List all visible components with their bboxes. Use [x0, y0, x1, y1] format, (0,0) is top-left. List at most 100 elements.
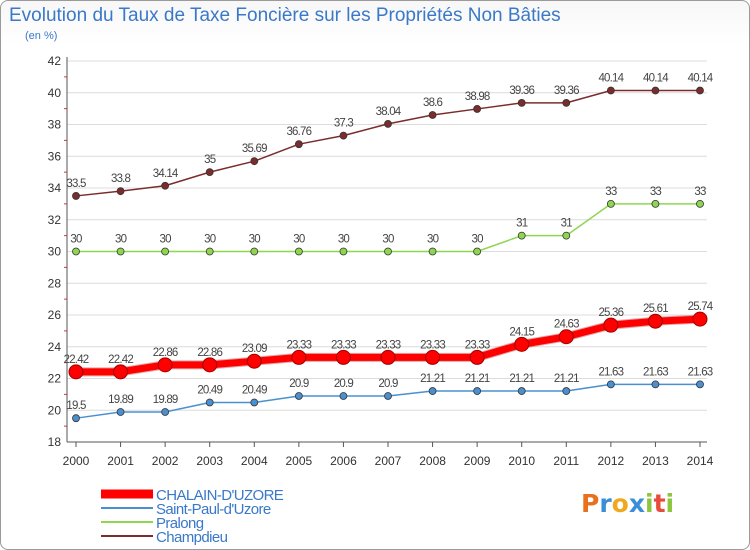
data-label: 33.8: [111, 173, 131, 185]
data-label: 30: [338, 234, 350, 246]
data-label: 21.63: [598, 366, 623, 378]
data-point: [562, 231, 571, 240]
data-point: [161, 181, 170, 190]
logo-letter: t: [653, 489, 666, 518]
data-label: 35: [204, 154, 216, 166]
data-label: 40.14: [598, 73, 624, 85]
data-point: [517, 99, 526, 107]
data-label: 25.36: [598, 307, 623, 319]
data-label: 35.69: [242, 143, 267, 155]
data-point: [696, 86, 704, 95]
data-point: [428, 111, 437, 119]
y-tick-label: 26: [48, 308, 62, 322]
data-point: [246, 353, 262, 369]
data-point: [651, 380, 660, 389]
x-tick-label: 2005: [286, 454, 313, 468]
data-label: 21.21: [554, 373, 579, 385]
data-point: [696, 199, 704, 208]
logo-letter: P: [581, 489, 600, 518]
legend-label: CHALAIN-D'UZORE: [156, 487, 284, 504]
data-point: [294, 140, 303, 149]
data-point: [72, 414, 80, 423]
data-point: [205, 247, 214, 256]
data-label: 22.86: [197, 347, 222, 359]
data-label: 23.09: [242, 343, 267, 355]
x-tick-label: 2000: [63, 454, 90, 468]
data-point: [469, 349, 485, 365]
data-point: [517, 387, 526, 395]
data-label: 30: [204, 234, 216, 246]
x-tick-label: 2012: [598, 454, 625, 468]
data-point: [651, 86, 660, 95]
data-point: [517, 231, 526, 240]
data-label: 23.33: [465, 339, 490, 351]
data-point: [339, 392, 348, 400]
data-point: [558, 329, 574, 345]
data-label: 20.9: [289, 378, 309, 390]
y-tick-label: 34: [48, 181, 62, 195]
legend-label: Saint-Paul-d'Uzore: [156, 501, 271, 518]
data-label: 19.5: [66, 400, 86, 412]
data-point: [116, 187, 125, 196]
data-point: [606, 86, 615, 95]
data-label: 38.98: [465, 91, 490, 103]
data-point: [113, 364, 129, 380]
data-point: [380, 349, 396, 365]
data-label: 25.61: [643, 303, 668, 315]
x-tick-label: 2011: [553, 454, 579, 468]
x-tick-label: 2010: [508, 454, 535, 468]
data-label: 33: [650, 186, 662, 198]
data-label: 30: [70, 234, 82, 246]
data-point: [205, 168, 214, 177]
data-label: 39.36: [554, 85, 579, 97]
data-label: 37.3: [334, 118, 354, 130]
data-point: [692, 311, 708, 327]
y-tick-label: 20: [48, 403, 62, 417]
data-point: [250, 247, 259, 256]
x-tick-label: 2003: [196, 454, 223, 468]
data-label: 40.14: [643, 73, 669, 85]
data-label: 30: [293, 234, 305, 246]
y-tick-label: 36: [48, 149, 62, 163]
data-label: 31: [561, 218, 573, 230]
x-tick-label: 2014: [687, 454, 714, 468]
data-point: [384, 247, 392, 256]
logo-letter: o: [611, 489, 629, 518]
logo-letter: x: [628, 489, 645, 518]
y-tick-label: 42: [48, 54, 62, 68]
x-tick-label: 2006: [330, 454, 357, 468]
data-label: 23.33: [420, 339, 445, 351]
data-point: [696, 380, 704, 389]
data-label: 30: [249, 234, 261, 246]
data-label: 30: [160, 234, 172, 246]
x-tick-label: 2009: [464, 454, 491, 468]
data-point: [294, 392, 303, 400]
data-label: 33: [605, 186, 617, 198]
chart-title: Evolution du Taux de Taxe Foncière sur l…: [9, 5, 561, 26]
data-point: [116, 247, 125, 256]
chart-subtitle: (en %): [25, 30, 58, 42]
data-label: 20.49: [197, 384, 222, 396]
data-point: [250, 157, 259, 166]
x-tick-label: 2008: [419, 454, 446, 468]
data-label: 30: [427, 234, 439, 246]
data-point: [606, 380, 615, 389]
data-point: [562, 99, 571, 107]
data-label: 21.21: [509, 373, 534, 385]
data-point: [161, 247, 170, 256]
legend-label: Champdieu: [156, 529, 228, 546]
data-label: 30: [472, 234, 484, 246]
data-label: 21.63: [688, 366, 713, 378]
data-label: 20.9: [378, 378, 398, 390]
data-point: [157, 357, 173, 373]
x-tick-label: 2001: [107, 454, 134, 468]
data-label: 23.33: [331, 339, 356, 351]
x-tick-label: 2004: [241, 454, 268, 468]
data-label: 30: [382, 234, 394, 246]
data-point: [161, 408, 170, 416]
data-point: [339, 131, 348, 140]
data-point: [473, 105, 482, 113]
data-point: [428, 247, 437, 256]
data-point: [606, 199, 615, 208]
